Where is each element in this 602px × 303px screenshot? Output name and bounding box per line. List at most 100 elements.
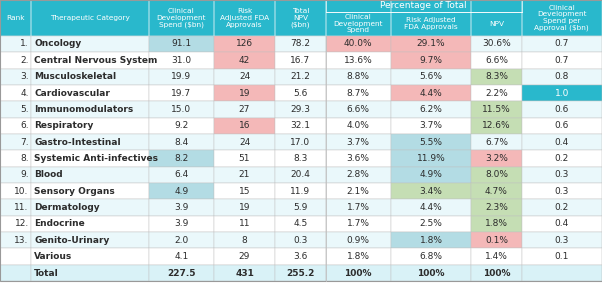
Text: 8.7%: 8.7%	[347, 88, 370, 98]
Bar	[326, 199, 391, 216]
Bar	[471, 167, 522, 183]
Text: 3.6%: 3.6%	[347, 154, 370, 163]
Bar	[522, 52, 602, 68]
Bar	[522, 232, 602, 248]
Bar	[31, 134, 149, 150]
Text: Risk Adjusted
FDA Approvals: Risk Adjusted FDA Approvals	[405, 17, 458, 30]
Bar	[0, 68, 31, 85]
Text: 0.1: 0.1	[554, 252, 569, 261]
Text: Therapeutic Category: Therapeutic Category	[50, 15, 130, 21]
Bar	[149, 216, 214, 232]
Bar	[149, 232, 214, 248]
Bar	[214, 248, 275, 265]
Text: 11.5%: 11.5%	[482, 105, 511, 114]
Bar	[149, 101, 214, 118]
Text: 29: 29	[239, 252, 250, 261]
Text: Clinical
Development
Spend per
Approval ($bn): Clinical Development Spend per Approval …	[535, 5, 589, 31]
Bar	[275, 216, 326, 232]
Text: 10.: 10.	[14, 187, 29, 196]
Bar	[326, 265, 391, 281]
Text: 3.9: 3.9	[174, 219, 188, 228]
Text: 21.2: 21.2	[290, 72, 310, 81]
Text: 5.6: 5.6	[293, 88, 308, 98]
Bar	[214, 101, 275, 118]
Bar	[522, 85, 602, 101]
Text: 42: 42	[239, 56, 250, 65]
Text: 0.1%: 0.1%	[485, 236, 508, 245]
Bar	[522, 265, 602, 281]
Bar	[275, 0, 326, 36]
Bar	[214, 134, 275, 150]
Text: 27: 27	[239, 105, 250, 114]
Bar	[31, 85, 149, 101]
Bar	[471, 150, 522, 167]
Text: 19.7: 19.7	[172, 88, 191, 98]
Text: Central Nervous System: Central Nervous System	[34, 56, 158, 65]
Bar	[0, 52, 31, 68]
Bar	[522, 199, 602, 216]
Text: 100%: 100%	[417, 268, 445, 278]
Bar	[326, 232, 391, 248]
Text: 6.6%: 6.6%	[347, 105, 370, 114]
Bar	[149, 199, 214, 216]
Bar	[471, 52, 522, 68]
Bar	[149, 167, 214, 183]
Text: 6.2%: 6.2%	[420, 105, 442, 114]
Text: 16.7: 16.7	[290, 56, 310, 65]
Text: 100%: 100%	[344, 268, 372, 278]
Text: 3.7%: 3.7%	[420, 121, 442, 130]
Bar	[149, 36, 214, 52]
Text: 6.7%: 6.7%	[485, 138, 508, 147]
Bar	[391, 150, 471, 167]
Text: Blood: Blood	[34, 170, 63, 179]
Bar	[275, 101, 326, 118]
Bar	[275, 150, 326, 167]
Bar	[0, 118, 31, 134]
Bar	[0, 134, 31, 150]
Bar	[391, 0, 471, 36]
Text: 1.8%: 1.8%	[347, 252, 370, 261]
Bar	[149, 118, 214, 134]
Text: 51: 51	[239, 154, 250, 163]
Bar	[214, 52, 275, 68]
Bar	[0, 167, 31, 183]
Bar	[31, 52, 149, 68]
Bar	[214, 118, 275, 134]
Text: Immunomodulators: Immunomodulators	[34, 105, 134, 114]
Text: 5.6%: 5.6%	[420, 72, 442, 81]
Text: 29.1%: 29.1%	[417, 39, 445, 48]
Text: 8.3: 8.3	[293, 154, 308, 163]
Text: 4.0%: 4.0%	[347, 121, 370, 130]
Text: 0.4: 0.4	[554, 138, 569, 147]
Bar	[0, 150, 31, 167]
Bar	[0, 248, 31, 265]
Bar	[391, 36, 471, 52]
Text: 0.7: 0.7	[554, 39, 569, 48]
Bar	[0, 85, 31, 101]
Bar	[275, 183, 326, 199]
Text: Rank: Rank	[7, 15, 25, 21]
Bar	[471, 101, 522, 118]
Bar	[471, 248, 522, 265]
Text: Various: Various	[34, 252, 72, 261]
Text: 16: 16	[239, 121, 250, 130]
Bar	[522, 150, 602, 167]
Bar	[275, 248, 326, 265]
Bar	[522, 118, 602, 134]
Text: 9.7%: 9.7%	[420, 56, 442, 65]
Bar	[0, 216, 31, 232]
Bar	[31, 0, 149, 36]
Text: 0.3: 0.3	[554, 236, 569, 245]
Bar	[31, 216, 149, 232]
Text: 13.6%: 13.6%	[344, 56, 373, 65]
Bar	[275, 52, 326, 68]
Text: Clinical
Development
Spend: Clinical Development Spend	[334, 14, 383, 33]
Text: 0.2: 0.2	[554, 154, 569, 163]
Text: 3.9: 3.9	[174, 203, 188, 212]
Bar	[149, 85, 214, 101]
Text: 431: 431	[235, 268, 254, 278]
Text: 4.9%: 4.9%	[420, 170, 442, 179]
Bar	[214, 265, 275, 281]
Bar	[214, 232, 275, 248]
Bar	[391, 248, 471, 265]
